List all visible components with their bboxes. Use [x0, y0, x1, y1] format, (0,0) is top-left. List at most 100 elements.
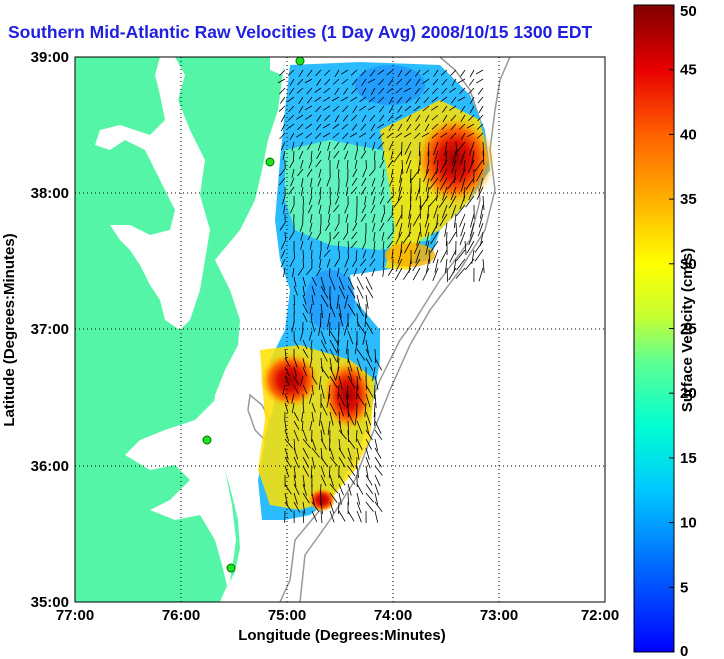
velocity-vector: [426, 258, 430, 273]
velocity-vector: [298, 69, 304, 78]
velocity-vector: [378, 132, 385, 139]
velocity-vector: [412, 258, 421, 272]
velocity-vector: [419, 204, 421, 220]
velocity-field: [355, 65, 425, 105]
velocity-vector: [302, 465, 310, 477]
velocity-vector: [310, 465, 313, 479]
velocity-vector: [387, 78, 394, 86]
velocity-vector: [298, 105, 304, 114]
velocity-vector: [359, 258, 367, 267]
velocity-vector: [465, 195, 475, 208]
velocity-vector: [369, 132, 376, 140]
velocity-vector: [302, 276, 306, 287]
velocity-vector: [293, 375, 299, 386]
velocity-vector: [289, 132, 295, 141]
velocity-vector: [333, 204, 340, 213]
velocity-vector: [311, 429, 313, 443]
velocity-vector: [373, 240, 376, 250]
velocity-vector: [352, 105, 358, 114]
velocity-vector: [347, 249, 349, 260]
velocity-vector: [284, 420, 287, 431]
velocity-vector: [320, 357, 323, 372]
velocity-vector: [460, 132, 466, 141]
velocity-vector: [277, 78, 286, 84]
velocity-vector: [433, 141, 439, 156]
velocity-vector: [300, 186, 304, 196]
velocity-vector: [455, 222, 458, 238]
velocity-vector: [347, 438, 356, 449]
velocity-vector: [411, 168, 421, 181]
velocity-vector: [365, 465, 369, 478]
x-axis-title: Longitude (Degrees:Minutes): [238, 627, 446, 644]
velocity-vector: [355, 339, 358, 354]
velocity-vector: [279, 87, 286, 95]
velocity-vector: [347, 276, 355, 290]
velocity-vector: [444, 141, 448, 156]
velocity-vector: [356, 294, 361, 309]
velocity-vector: [378, 87, 385, 95]
velocity-vector: [407, 213, 412, 228]
velocity-vector: [327, 141, 331, 151]
velocity-vector: [280, 114, 286, 123]
velocity-vector: [306, 87, 313, 95]
velocity-vector: [288, 231, 295, 240]
velocity-vector: [355, 249, 358, 260]
velocity-vector: [413, 132, 421, 139]
velocity-vector: [406, 123, 412, 131]
velocity-vector: [344, 294, 349, 309]
velocity-vector: [425, 177, 430, 192]
velocity-vector: [382, 258, 385, 269]
y-axis-title: Latitude (Degrees:Minutes): [1, 233, 18, 426]
velocity-vector: [373, 402, 376, 418]
velocity-vector: [469, 141, 475, 156]
velocity-vector: [315, 159, 322, 168]
velocity-vector: [354, 150, 358, 160]
velocity-vector: [302, 384, 308, 395]
velocity-vector: [455, 249, 466, 262]
velocity-vector: [439, 213, 448, 227]
velocity-vector: [311, 285, 316, 296]
velocity-vector: [311, 456, 315, 469]
velocity-vector: [450, 69, 457, 76]
velocity-vector: [320, 384, 325, 399]
velocity-vector: [319, 258, 322, 268]
velocity-vector: [301, 411, 304, 422]
velocity-vector: [405, 159, 412, 174]
velocity-vector: [337, 168, 340, 179]
velocity-vector: [356, 420, 363, 435]
velocity-vector: [355, 213, 358, 223]
velocity-vector: [309, 222, 313, 232]
velocity-vector: [389, 177, 394, 187]
velocity-vector: [360, 186, 367, 195]
velocity-vector: [327, 312, 331, 327]
velocity-vector: [352, 168, 358, 178]
velocity-vector: [343, 141, 349, 151]
velocity-vector: [284, 501, 293, 513]
velocity-vector: [381, 231, 385, 241]
velocity-vector: [432, 249, 439, 264]
velocity-vector: [336, 294, 340, 309]
velocity-vector: [293, 285, 298, 296]
velocity-vector: [415, 249, 421, 264]
velocity-vector: [338, 312, 344, 327]
velocity-vector: [302, 249, 304, 260]
velocity-vector: [356, 510, 362, 523]
velocity-vector: [298, 141, 304, 150]
x-tick-label: 72:00: [581, 607, 619, 624]
velocity-vector: [356, 375, 359, 390]
velocity-vector: [329, 456, 339, 467]
velocity-vector: [295, 132, 304, 138]
velocity-vector: [297, 78, 304, 86]
velocity-vector: [307, 204, 313, 214]
velocity-vector: [427, 141, 430, 157]
velocity-vector: [471, 150, 475, 165]
velocity-vector: [376, 123, 385, 129]
velocity-vector: [302, 429, 308, 442]
velocity-vector: [308, 159, 313, 169]
velocity-vector: [329, 375, 338, 389]
velocity-vector: [302, 312, 308, 323]
velocity-vector: [284, 231, 287, 242]
velocity-vector: [431, 123, 439, 130]
velocity-vector: [282, 384, 286, 395]
velocity-vector: [287, 69, 295, 76]
